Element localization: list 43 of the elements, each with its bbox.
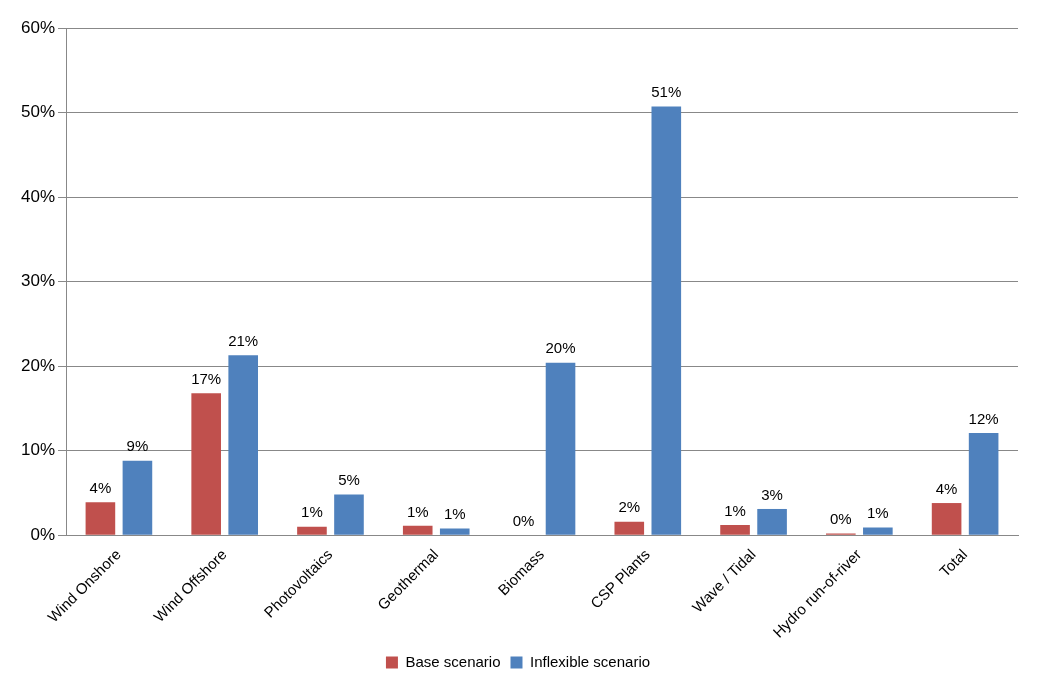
data-label: 12% xyxy=(968,409,999,427)
data-label: 9% xyxy=(126,437,149,455)
data-label: 20% xyxy=(545,339,576,357)
bar xyxy=(334,494,364,535)
data-label: 1% xyxy=(406,502,429,520)
y-tick-label: 60% xyxy=(20,17,56,37)
bar xyxy=(757,508,787,535)
bar xyxy=(439,528,470,535)
bar xyxy=(122,460,153,535)
data-label: 1% xyxy=(724,501,746,519)
bar xyxy=(402,525,433,535)
bar xyxy=(651,106,682,535)
y-tick-label: 20% xyxy=(20,355,56,375)
bar xyxy=(191,393,221,535)
bar xyxy=(931,503,962,535)
bar xyxy=(85,502,116,535)
data-label: 1% xyxy=(867,504,889,522)
data-label: 5% xyxy=(338,471,360,489)
y-tick-label: 10% xyxy=(20,440,56,460)
y-tick-label: 50% xyxy=(20,102,56,122)
bar xyxy=(228,355,259,535)
bar xyxy=(720,525,750,535)
y-tick-label: 30% xyxy=(20,271,56,291)
data-label: 4% xyxy=(935,479,958,497)
bar xyxy=(545,362,576,535)
bar xyxy=(968,432,999,535)
legend-label: Base scenario xyxy=(405,652,501,670)
data-label: 4% xyxy=(89,478,112,496)
y-tick-label: 0% xyxy=(30,524,56,544)
data-label: 21% xyxy=(228,331,259,349)
legend-label: Inflexible scenario xyxy=(529,652,651,670)
bar xyxy=(614,521,645,535)
y-tick-label: 40% xyxy=(20,186,56,206)
data-label: 17% xyxy=(191,369,222,387)
data-label: 0% xyxy=(829,510,852,528)
data-label: 51% xyxy=(651,83,682,101)
data-label: 3% xyxy=(761,485,783,503)
bar xyxy=(863,527,893,535)
data-label: 1% xyxy=(301,503,323,521)
data-label: 2% xyxy=(618,498,641,516)
bar xyxy=(297,526,327,535)
data-label: 1% xyxy=(443,505,466,523)
data-label: 0% xyxy=(512,511,535,529)
